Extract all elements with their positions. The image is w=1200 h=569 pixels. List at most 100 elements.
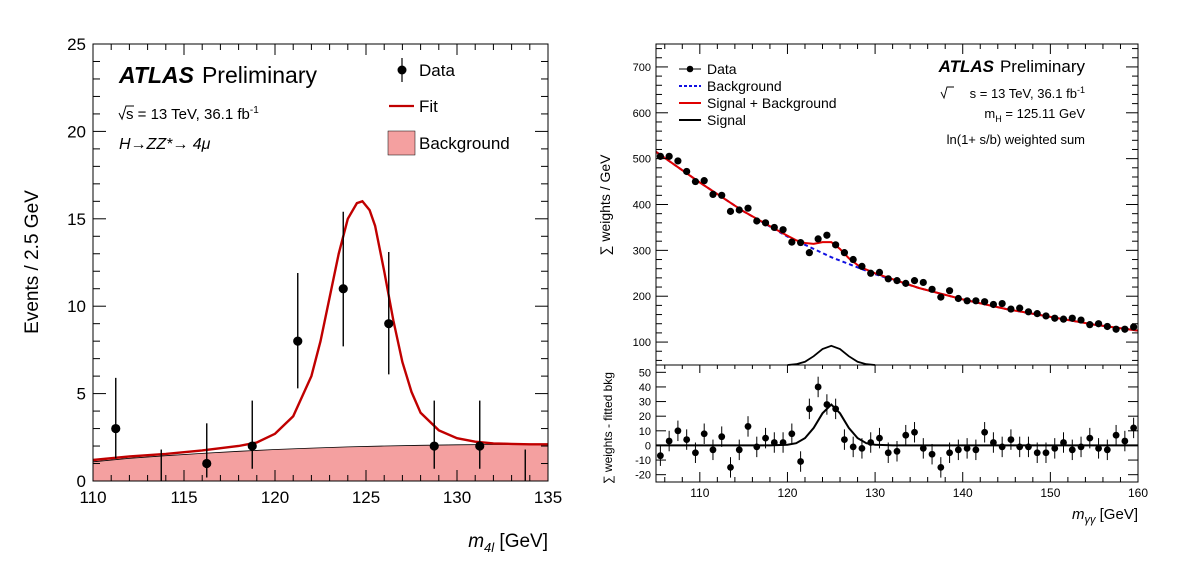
y-tick-label: 600 <box>633 108 651 120</box>
y-tick-label: 50 <box>639 367 651 379</box>
data-point <box>945 287 954 295</box>
data-point <box>919 278 927 287</box>
residual-point <box>876 434 883 442</box>
data-point <box>202 458 212 469</box>
right-atlas-label: ATLAS Preliminary <box>938 57 1086 76</box>
svg-text:s = 13 TeV, 36.1 fb-1: s = 13 TeV, 36.1 fb-1 <box>126 105 259 123</box>
residual-point <box>902 431 910 439</box>
residual-point <box>1068 446 1076 454</box>
data-point <box>1121 325 1129 333</box>
data-point <box>823 231 831 239</box>
legend-background-label: Background <box>707 78 782 94</box>
data-point <box>963 297 971 305</box>
residual-point <box>656 452 664 460</box>
x-tick-label: 110 <box>690 486 709 500</box>
data-point <box>928 285 936 293</box>
background-curve <box>655 150 1139 332</box>
data-point <box>718 191 726 199</box>
data-point <box>884 275 892 283</box>
residual-point <box>753 443 761 451</box>
residual-point <box>1025 443 1032 451</box>
residual-point <box>858 444 866 452</box>
y-tick-label: 700 <box>633 62 651 74</box>
data-point <box>797 238 805 247</box>
right-bottom-data-points <box>656 376 1138 478</box>
x-tick-label: 115 <box>170 488 197 507</box>
x-tick-label: 125 <box>352 488 380 507</box>
residual-point <box>849 443 857 451</box>
y-tick-label: 40 <box>639 382 651 394</box>
residual-point <box>1121 437 1129 445</box>
residual-point <box>674 427 682 435</box>
data-point <box>1016 304 1024 312</box>
y-tick-label: 20 <box>639 411 651 423</box>
legend-background-label: Background <box>419 134 510 153</box>
data-point <box>1024 308 1033 316</box>
residual-point <box>919 444 927 452</box>
residual-point <box>692 449 699 457</box>
data-point <box>1086 321 1094 329</box>
right-top-ticks: 100 200 300 400 500 600 700 <box>633 44 1139 361</box>
legend-data-label: Data <box>707 61 737 77</box>
right-chart: 100 200 300 400 500 600 700 -20 -10 0 10 20 30 40 50 1… <box>597 43 1148 526</box>
left-data-points <box>111 211 526 481</box>
right-top-data-points <box>656 152 1138 333</box>
residual-point <box>744 423 752 430</box>
data-point <box>849 255 857 264</box>
background-edge-line <box>92 443 548 463</box>
residual-point <box>937 463 945 471</box>
sqrt-symbol <box>940 86 954 100</box>
x-tick-label: 130 <box>865 486 885 500</box>
residual-point <box>1095 444 1102 452</box>
residual-point <box>1033 449 1041 457</box>
residual-point <box>683 436 691 443</box>
residual-point <box>841 436 848 443</box>
data-point <box>384 319 394 329</box>
data-point <box>1059 315 1068 323</box>
residual-point <box>884 449 892 457</box>
data-point <box>1042 312 1050 320</box>
y-tick-label: 10 <box>67 297 86 316</box>
data-point <box>429 441 439 451</box>
data-point <box>744 204 752 212</box>
data-point <box>691 177 700 186</box>
data-point <box>338 284 348 294</box>
data-point <box>805 249 813 257</box>
legend-background-swatch <box>387 130 416 156</box>
residual-point <box>1060 439 1067 446</box>
legend-data-marker <box>686 65 694 73</box>
sqrt-symbol <box>118 105 134 121</box>
residual-point <box>735 446 743 454</box>
residual-point <box>1016 443 1024 451</box>
signal-plus-background-curve <box>655 150 1139 332</box>
residual-point <box>1042 449 1050 457</box>
data-point <box>832 241 840 249</box>
right-top-y-axis-label: ∑ weights / GeV <box>597 154 613 256</box>
data-point <box>726 207 735 215</box>
data-point <box>753 217 761 225</box>
data-point <box>998 299 1006 308</box>
x-tick-label: 110 <box>79 488 106 507</box>
left-x-axis-label: m4l [GeV] <box>468 531 548 555</box>
data-point <box>867 269 875 277</box>
data-point <box>700 177 708 185</box>
left-process-label: H→ZZ*→ 4μ <box>119 136 211 153</box>
data-point <box>1103 322 1111 331</box>
residual-point <box>1130 424 1138 432</box>
residual-point <box>972 446 980 454</box>
right-weighting-label: ln(1+ s/b) weighted sum <box>947 132 1085 147</box>
residual-point <box>1007 436 1015 443</box>
residual-point <box>823 401 831 408</box>
data-point <box>674 157 682 165</box>
left-y-axis-label: Events / 2.5 GeV <box>22 190 43 334</box>
residual-point <box>1103 446 1111 454</box>
right-bottom-curves <box>656 403 1138 447</box>
data-point <box>779 226 787 234</box>
x-tick-label: 130 <box>443 488 471 507</box>
residual-point <box>911 428 918 436</box>
data-point <box>788 238 796 246</box>
right-x-axis-label: mγγ [GeV] <box>1072 506 1138 526</box>
y-tick-label: -20 <box>635 470 651 482</box>
